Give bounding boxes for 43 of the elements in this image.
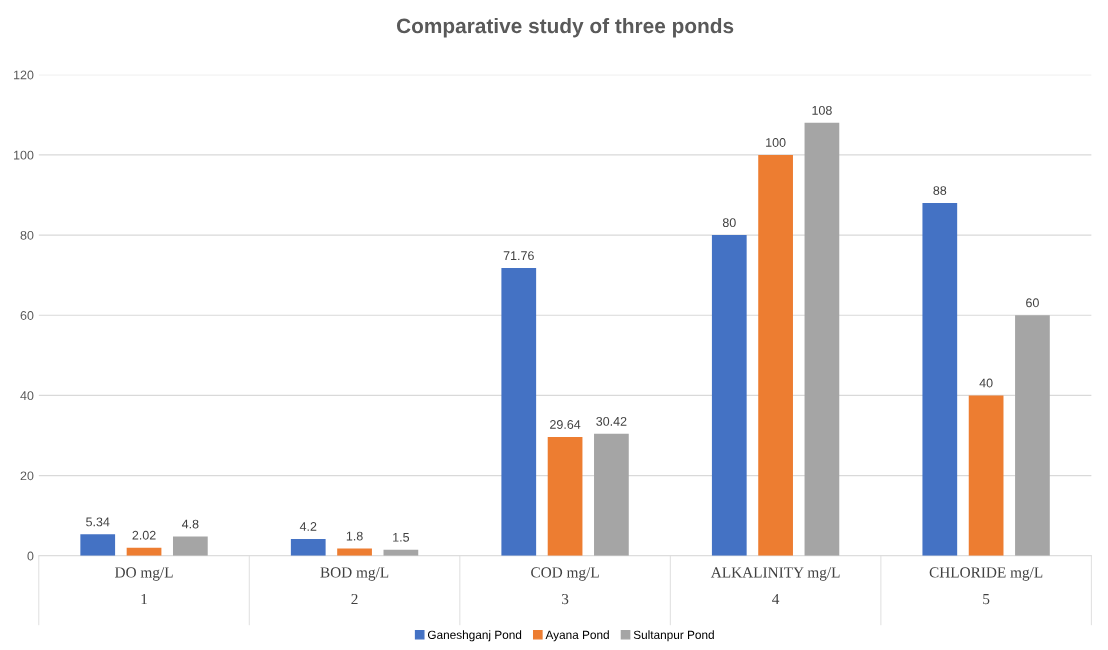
y-tick-label: 60 — [20, 311, 34, 320]
data-label: 5.34 — [86, 517, 110, 527]
data-label: 29.64 — [550, 420, 581, 429]
bar — [711, 235, 747, 556]
y-tick-label: 20 — [20, 471, 34, 481]
y-tick-label: 80 — [20, 230, 34, 240]
data-label: 2.02 — [132, 530, 156, 540]
x-tick-label: CHLORIDE mg/L 5 — [929, 567, 1043, 605]
bar — [80, 534, 116, 556]
data-label: 30.42 — [596, 416, 627, 426]
chart-title: Comparative study of three ponds — [396, 17, 734, 38]
y-tick-label: 120 — [14, 70, 34, 80]
y-tick-label: 40 — [20, 391, 34, 401]
legend-label: Sultanpur Pond — [633, 630, 714, 642]
x-tick-label: BOD mg/L 2 — [320, 567, 389, 605]
bar — [922, 203, 958, 556]
data-label: 80 — [722, 218, 736, 228]
legend-label: Ayana Pond — [545, 630, 609, 642]
bar — [290, 538, 326, 556]
legend-label: Ganeshganj Pond — [427, 630, 522, 642]
x-tick-label: COD mg/L 3 — [531, 567, 599, 605]
data-label: 1.5 — [393, 532, 410, 542]
y-tick-label: 0 — [27, 551, 34, 561]
bar — [1015, 315, 1050, 556]
data-label: 4.2 — [299, 522, 317, 531]
bar — [758, 154, 793, 556]
bar — [172, 536, 208, 556]
data-label: 88 — [933, 186, 947, 195]
data-label: 4.8 — [181, 519, 199, 529]
bar — [547, 436, 583, 556]
data-label: 108 — [812, 105, 832, 115]
data-label: 100 — [766, 138, 786, 147]
y-tick-label: 100 — [14, 150, 34, 160]
data-label: 60 — [1026, 298, 1039, 308]
bar — [594, 433, 629, 556]
data-label: 40 — [979, 378, 993, 388]
bar — [968, 395, 1004, 556]
x-tick-label: ALKALINITY mg/L 4 — [710, 567, 840, 605]
data-label: 71.76 — [503, 251, 534, 261]
x-tick-label: DO mg/L 1 — [114, 567, 173, 605]
bar — [501, 268, 537, 556]
bar — [804, 122, 840, 556]
data-label: 1.8 — [346, 531, 363, 541]
